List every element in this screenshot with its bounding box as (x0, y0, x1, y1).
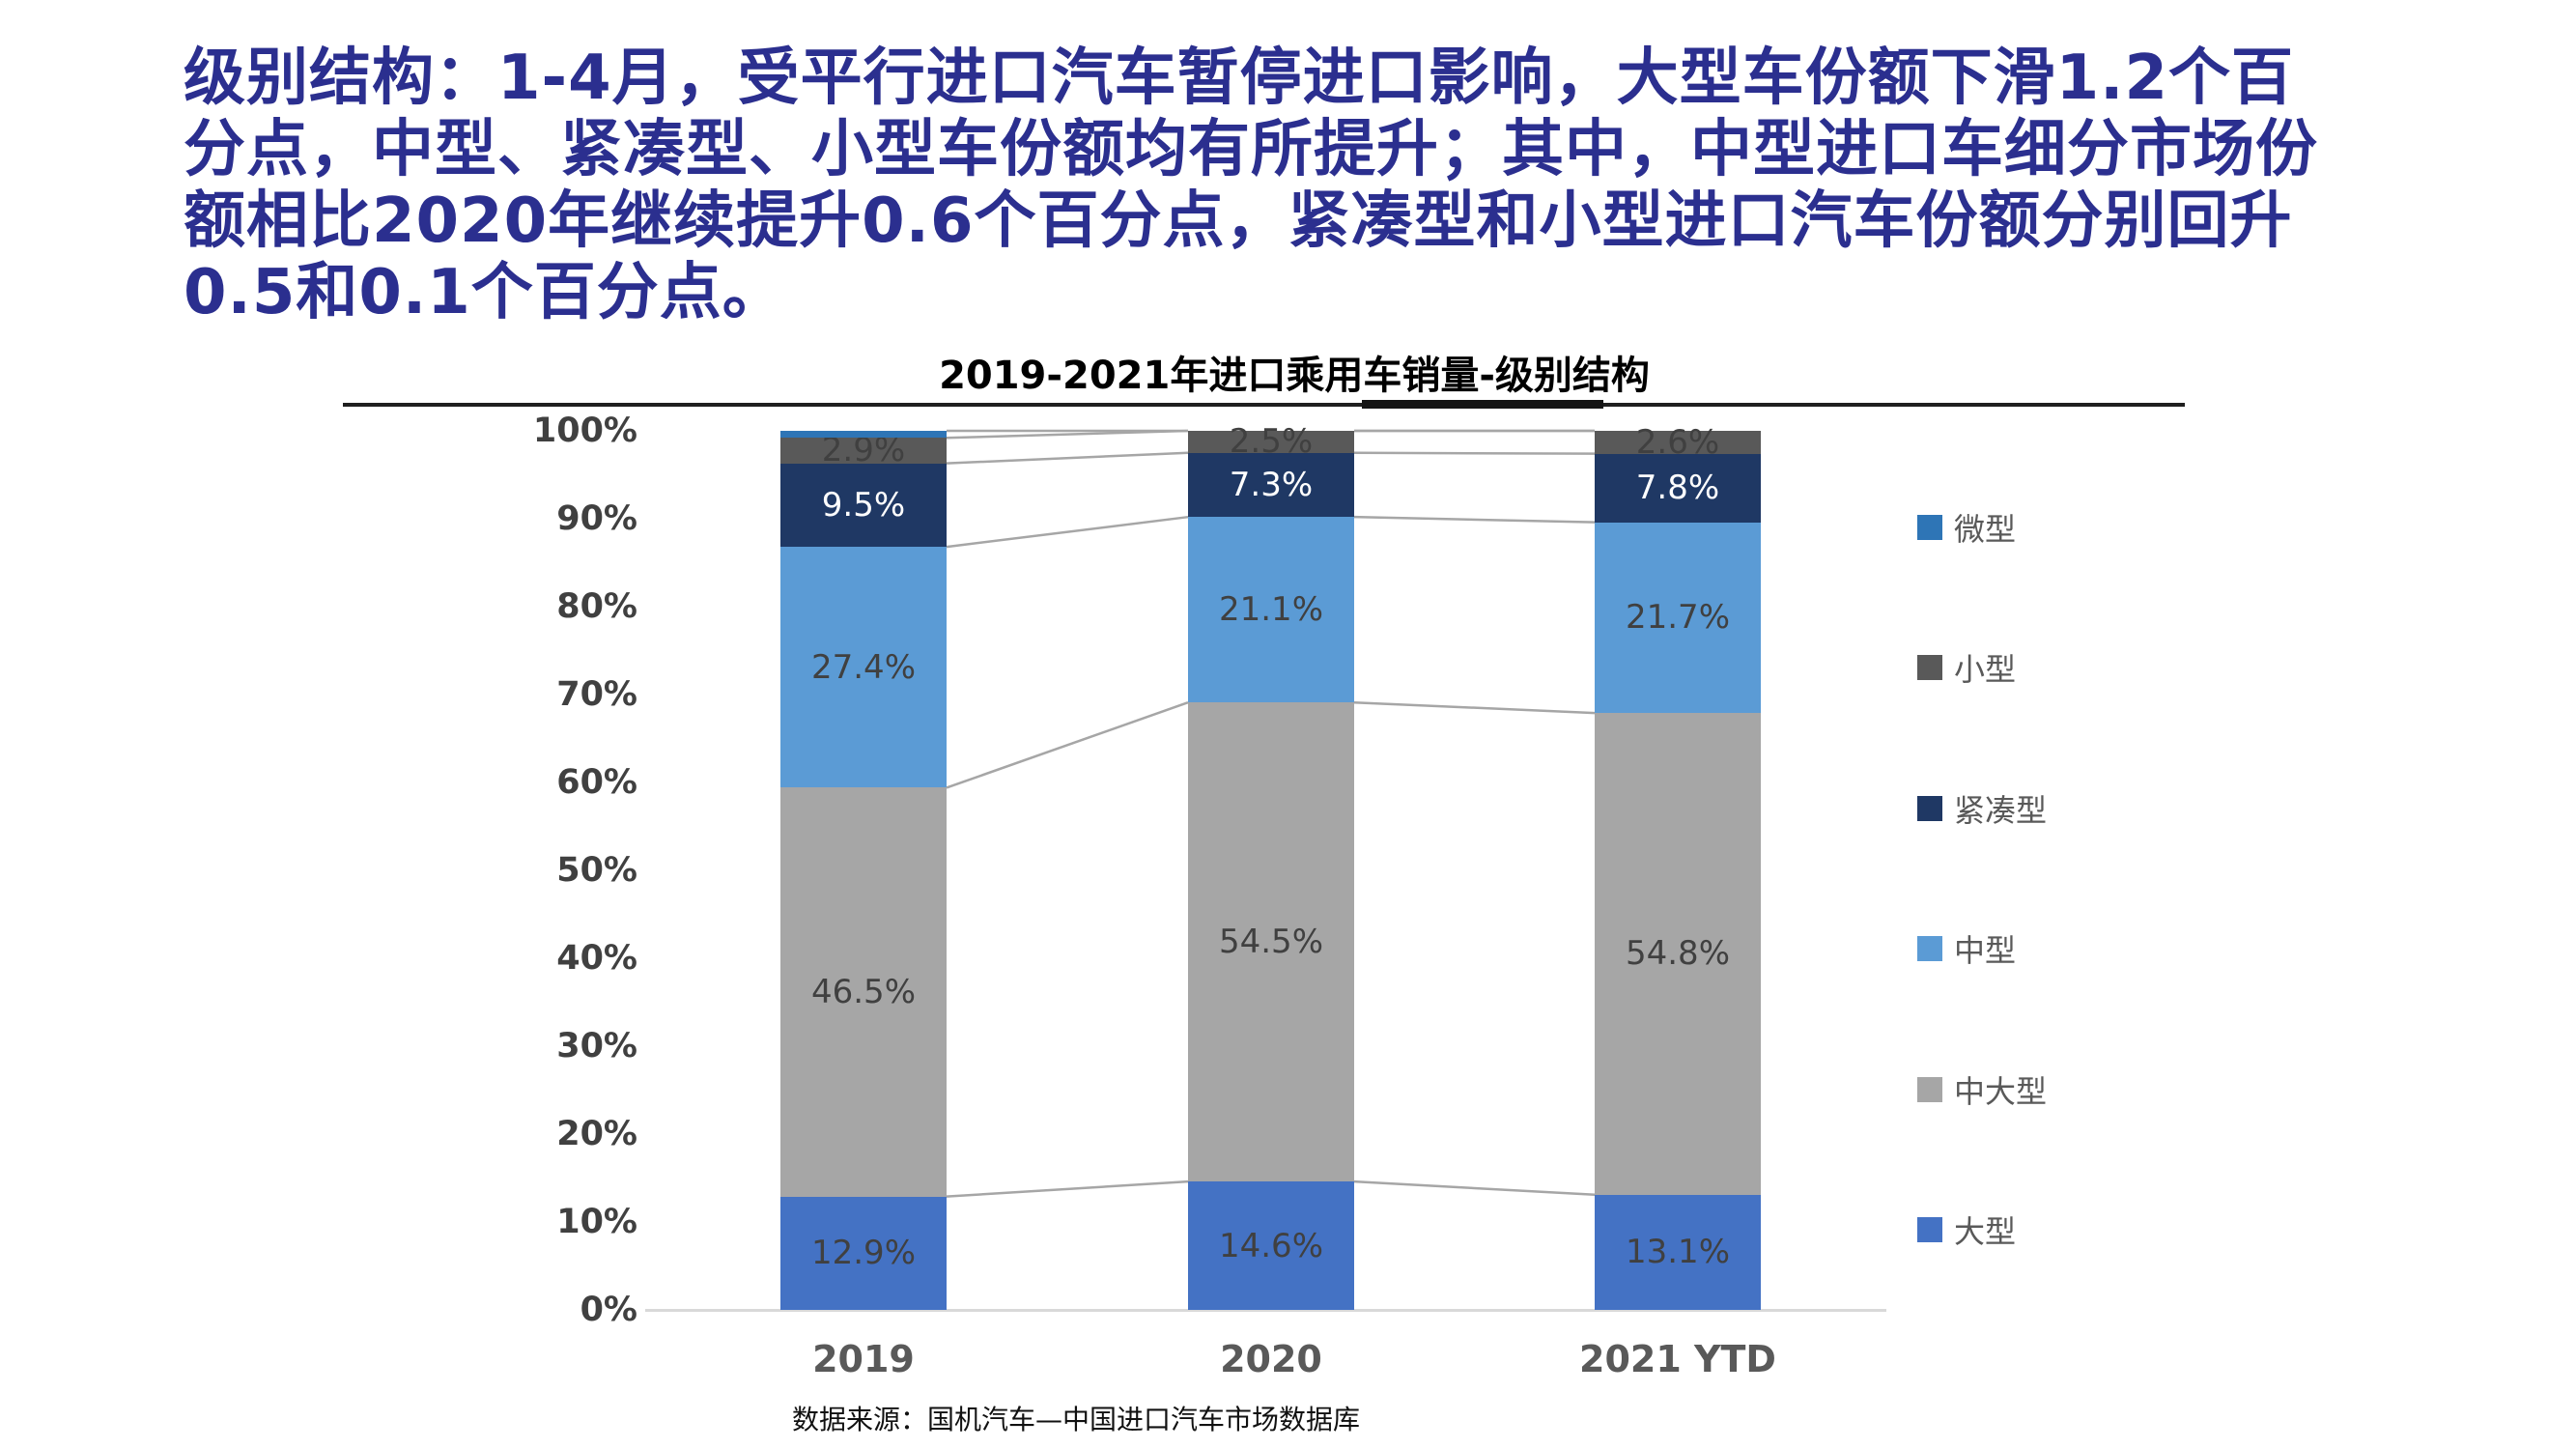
bar-segment-中大型-2020 (1188, 702, 1354, 1182)
bar-segment-中大型-2021 YTD (1595, 713, 1761, 1195)
y-axis-tick-label: 80% (556, 587, 637, 626)
data-label-紧凑型-2019: 9.5% (821, 485, 906, 525)
bar-segment-大型-2020 (1188, 1181, 1354, 1310)
page-title: 级别结构：1-4月，受平行进口汽车暂停进口影响，大型车份额下滑1.2个百 分点，… (184, 43, 2521, 328)
series-connector-line (946, 515, 1189, 549)
page-title-line-3: 额相比2020年继续提升0.6个百分点，紧凑型和小型进口汽车份额分别回升 (184, 185, 2293, 257)
data-label-大型-2019: 12.9% (810, 1234, 916, 1273)
page-title-line-1: 级别结构：1-4月，受平行进口汽车暂停进口影响，大型车份额下滑1.2个百 (184, 43, 2294, 114)
legend-label: 大型 (1954, 1213, 2017, 1250)
bar-segment-大型-2021 YTD (1595, 1194, 1761, 1310)
legend-item-中大型: 中大型 (1917, 1067, 2047, 1112)
y-axis-tick-label: 10% (556, 1203, 637, 1241)
series-connector-line (946, 451, 1189, 465)
data-label-大型-2020: 14.6% (1218, 1226, 1323, 1265)
x-axis-label-2020: 2020 (1220, 1338, 1322, 1380)
y-axis-tick-label: 50% (556, 851, 637, 890)
data-label-中型-2019: 27.4% (810, 647, 916, 687)
legend-label: 微型 (1954, 511, 2017, 548)
x-axis-label-2021 YTD: 2021 YTD (1579, 1338, 1776, 1380)
data-label-紧凑型-2021 YTD: 7.8% (1635, 469, 1720, 508)
legend-label: 中型 (1954, 932, 2017, 970)
legend-label: 小型 (1954, 651, 2017, 689)
data-label-小型-2019: 2.9% (821, 431, 906, 470)
data-label-中大型-2021 YTD: 54.8% (1625, 934, 1730, 974)
series-connector-line (946, 701, 1189, 789)
y-axis-tick-label: 70% (556, 675, 637, 714)
data-label-大型-2021 YTD: 13.1% (1625, 1233, 1730, 1272)
legend-swatch-icon (1917, 1076, 1942, 1102)
bar-segment-大型-2019 (780, 1196, 947, 1310)
bar-segment-紧凑型-2020 (1188, 452, 1354, 518)
y-axis-tick-label: 100% (532, 412, 637, 450)
y-axis-tick-label: 40% (556, 939, 637, 978)
legend-item-中型: 中型 (1917, 926, 2016, 971)
bar-segment-中型-2019 (780, 547, 947, 788)
data-label-中大型-2019: 46.5% (810, 973, 916, 1012)
bar-segment-中大型-2019 (780, 787, 947, 1197)
data-label-小型-2020: 2.5% (1229, 422, 1314, 462)
legend-item-小型: 小型 (1917, 645, 2016, 690)
legend-swatch-icon (1917, 655, 1942, 681)
bar-segment-小型-2021 YTD (1595, 431, 1761, 454)
data-label-中型-2021 YTD: 21.7% (1625, 598, 1730, 638)
legend-item-微型: 微型 (1917, 505, 2016, 550)
legend-swatch-icon (1917, 1217, 1942, 1242)
legend-item-紧凑型: 紧凑型 (1917, 786, 2047, 831)
bar-segment-中型-2021 YTD (1595, 522, 1761, 714)
y-axis-tick-label: 30% (556, 1027, 637, 1065)
data-label-中大型-2020: 54.5% (1218, 923, 1323, 962)
page-title-line-2: 分点，中型、紧凑型、小型车份额均有所提升；其中，中型进口车细分市场份 (184, 114, 2318, 185)
bar-segment-紧凑型-2021 YTD (1595, 453, 1761, 523)
data-label-小型-2021 YTD: 2.6% (1635, 422, 1720, 462)
bar-segment-中型-2020 (1188, 517, 1354, 703)
data-label-紧凑型-2020: 7.3% (1229, 465, 1314, 504)
y-axis-tick-label: 0% (580, 1291, 637, 1329)
legend-label: 紧凑型 (1954, 791, 2048, 829)
series-connector-line (1353, 700, 1596, 715)
legend-swatch-icon (1917, 936, 1942, 962)
series-connector-line (946, 429, 1189, 440)
y-axis-tick-label: 90% (556, 499, 637, 538)
legend-item-大型: 大型 (1917, 1208, 2016, 1252)
series-connector-line (946, 1179, 1189, 1198)
series-connector-line (1353, 1179, 1596, 1197)
divider-line (343, 403, 2185, 407)
bar-segment-小型-2020 (1188, 431, 1354, 453)
y-axis-tick-label: 20% (556, 1115, 637, 1153)
data-label-中型-2020: 21.1% (1218, 590, 1323, 630)
bar-segment-小型-2019 (780, 438, 947, 464)
page-title-line-4: 0.5和0.1个百分点。 (184, 257, 785, 328)
bar-segment-微型-2019 (780, 431, 947, 439)
legend-swatch-icon (1917, 515, 1942, 540)
legend-label: 中大型 (1954, 1072, 2048, 1110)
x-axis-label-2019: 2019 (812, 1338, 915, 1380)
series-connector-line (1353, 515, 1596, 524)
divider-line-thick-segment (1362, 400, 1603, 409)
bar-segment-紧凑型-2019 (780, 463, 947, 548)
series-connector-line (1353, 451, 1596, 455)
source-note: 数据来源：国机汽车—中国进口汽车市场数据库 (792, 1404, 1361, 1435)
x-axis-line (645, 1309, 1886, 1312)
chart-title: 2019-2021年进口乘用车销量-级别结构 (939, 354, 1650, 398)
legend-swatch-icon (1917, 795, 1942, 821)
y-axis-tick-label: 60% (556, 763, 637, 802)
